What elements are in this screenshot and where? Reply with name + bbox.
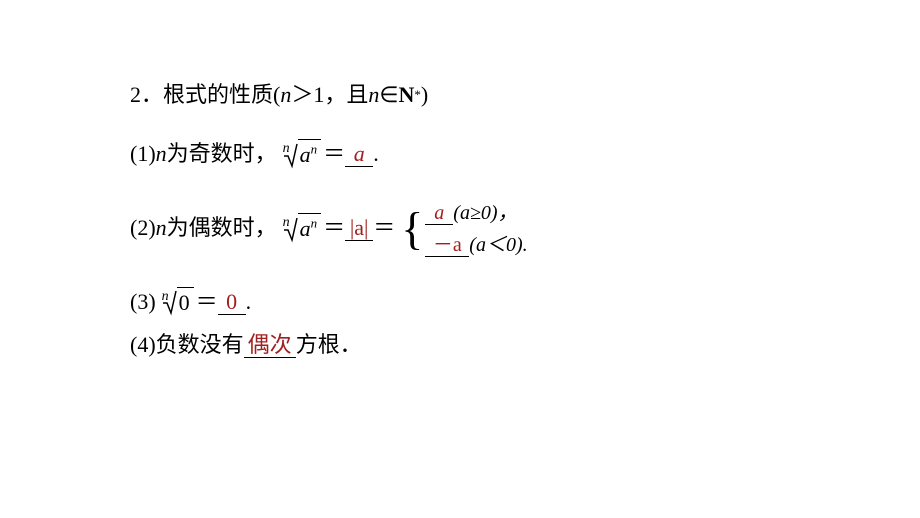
p2-root-index: n xyxy=(283,213,290,233)
p1-root: n an xyxy=(279,139,322,171)
title-set: N xyxy=(399,80,415,111)
title-in: ∈ xyxy=(379,80,398,111)
p2-blank-abs: |a| xyxy=(345,216,373,241)
p2-case2-blank: －a xyxy=(425,234,469,257)
item-1: (1) n 为奇数时， n an ＝ a . xyxy=(130,139,790,171)
p4-text2: 方根． xyxy=(296,330,362,361)
p3-root: n 0 xyxy=(158,287,194,319)
p2-case1-answer: a xyxy=(434,202,444,224)
p1-text1: 为奇数时， xyxy=(167,139,277,170)
p2-case2-cond: (a＜0). xyxy=(469,231,527,259)
title-n2: n xyxy=(368,80,379,111)
item-2: (2) n 为偶数时， n an ＝ |a| ＝ { a (a≥0)， －a (… xyxy=(130,199,790,259)
p3-label: (3) xyxy=(130,287,156,318)
p1-period: . xyxy=(373,139,379,170)
p4-text1: 负数没有 xyxy=(156,330,244,361)
p2-answer-abs: |a| xyxy=(350,215,369,240)
p1-eq: ＝ xyxy=(323,139,345,170)
p2-cases: { a (a≥0)， －a (a＜0). xyxy=(395,199,527,259)
p2-eq2: ＝ xyxy=(373,213,395,244)
brace-icon: { xyxy=(401,206,423,252)
p1-radicand: an xyxy=(298,139,322,171)
p1-n: n xyxy=(156,139,167,170)
p2-case2-answer: －a xyxy=(433,234,462,256)
p4-label: (4) xyxy=(130,330,156,361)
p2-root: n an xyxy=(279,213,322,245)
p2-n: n xyxy=(156,213,167,244)
title-num: 2． xyxy=(130,80,163,111)
p3-root-index: n xyxy=(162,287,169,307)
p2-case1-blank: a xyxy=(425,202,453,225)
p2-case2: －a (a＜0). xyxy=(425,231,527,259)
p1-answer: a xyxy=(354,141,365,166)
p3-blank: 0 xyxy=(218,290,246,315)
title-gt: ＞1，且 xyxy=(291,80,368,111)
p2-label: (2) xyxy=(130,213,156,244)
p3-radicand: 0 xyxy=(177,287,194,319)
p3-answer: 0 xyxy=(226,289,237,314)
p2-eq: ＝ xyxy=(323,213,345,244)
p3-period: . xyxy=(246,287,252,318)
p1-root-index: n xyxy=(283,139,290,159)
p4-answer: 偶次 xyxy=(248,332,292,357)
p2-text1: 为偶数时， xyxy=(167,213,277,244)
p2-case1: a (a≥0)， xyxy=(425,199,527,227)
p1-blank: a xyxy=(345,142,373,167)
p3-eq: ＝ xyxy=(196,287,218,318)
p4-blank: 偶次 xyxy=(244,333,296,358)
title-n1: n xyxy=(280,80,291,111)
p2-case1-cond: (a≥0)， xyxy=(453,199,517,227)
title-close: ) xyxy=(421,80,428,111)
p2-radicand: an xyxy=(298,213,322,245)
item-3: (3) n 0 ＝ 0 . xyxy=(130,287,790,319)
title-text: 根式的性质( xyxy=(163,80,280,111)
item-4: (4) 负数没有 偶次 方根． xyxy=(130,330,790,361)
title-line: 2． 根式的性质( n ＞1，且 n ∈ N * ) xyxy=(130,80,790,111)
p1-label: (1) xyxy=(130,139,156,170)
